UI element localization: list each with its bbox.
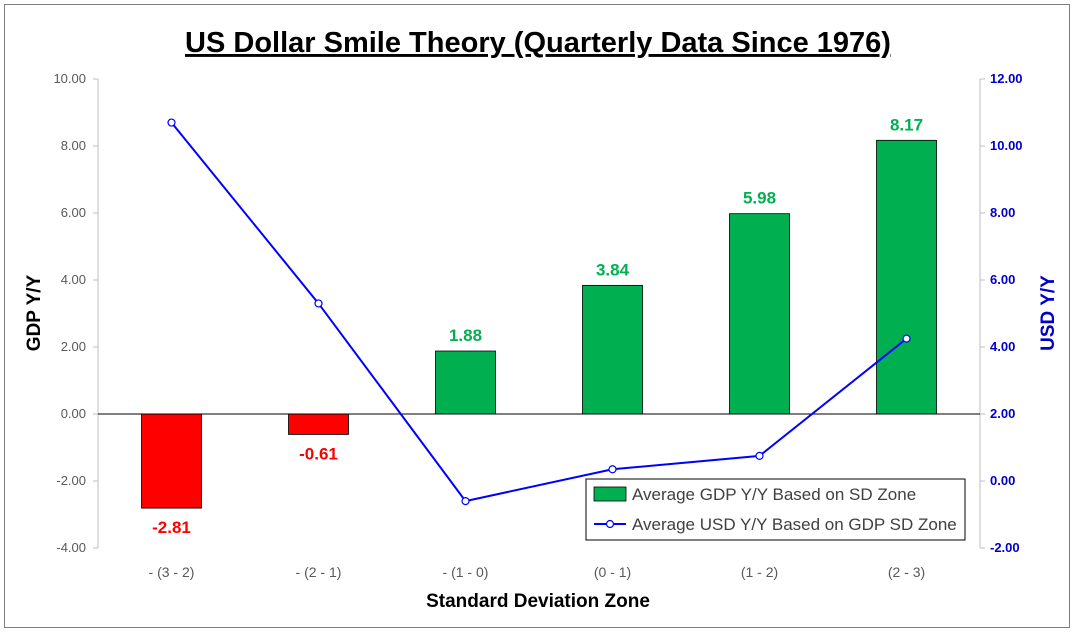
bar — [141, 413, 202, 509]
bar — [729, 213, 790, 415]
usd-line-point — [755, 451, 764, 460]
category-label: - (2 - 1) — [296, 564, 342, 580]
legend-box — [585, 478, 966, 541]
usd-line-point — [167, 118, 176, 127]
usd-line-point — [902, 334, 911, 343]
right-axis-title: USD Y/Y — [1038, 275, 1059, 351]
usd-line-point — [461, 497, 470, 506]
bar-data-labels: -2.81 -0.61 1.88 3.84 5.98 8.17 — [152, 115, 923, 537]
left-tick-label: -2.00 — [56, 473, 86, 488]
left-tick-label: 2.00 — [61, 339, 86, 354]
bar — [582, 284, 643, 415]
left-axis-title: GDP Y/Y — [24, 274, 45, 351]
category-label: (2 - 3) — [888, 564, 925, 580]
right-tick-label: 2.00 — [990, 406, 1015, 421]
right-tick-label: 6.00 — [990, 272, 1015, 287]
category-label: (0 - 1) — [594, 564, 631, 580]
legend-line-marker — [605, 519, 615, 529]
right-tick-label: 8.00 — [990, 205, 1015, 220]
usd-line-point — [314, 299, 323, 308]
left-tick-label: 10.00 — [53, 71, 86, 86]
left-tick-label: 8.00 — [61, 138, 86, 153]
left-tick-label: 4.00 — [61, 272, 86, 287]
right-tick-label: 12.00 — [990, 71, 1023, 86]
category-labels: - (3 - 2) - (2 - 1) - (1 - 0) (0 - 1) (1 - 2… — [149, 564, 926, 580]
bar — [288, 413, 349, 435]
legend-label-usd: Average USD Y/Y Based on GDP SD Zone — [632, 515, 957, 534]
bar — [876, 139, 937, 415]
right-axis-ticks: -2.00 0.00 2.00 4.00 6.00 8.00 10.00 12.00 — [980, 71, 1023, 555]
bar-value-label: -2.81 — [152, 518, 191, 537]
category-label: - (1 - 0) — [443, 564, 489, 580]
bar-value-label: 8.17 — [890, 115, 923, 134]
bar-series — [141, 139, 937, 509]
bar-value-label: 5.98 — [743, 189, 776, 208]
x-axis-title: Standard Deviation Zone — [426, 591, 650, 612]
bar-value-label: 3.84 — [596, 260, 630, 279]
left-tick-label: 0.00 — [61, 406, 86, 421]
right-tick-label: 0.00 — [990, 473, 1015, 488]
category-label: - (3 - 2) — [149, 564, 195, 580]
left-axis-ticks: -4.00 -2.00 0.00 2.00 4.00 6.00 8.00 10.00 — [53, 71, 98, 555]
left-tick-label: -4.00 — [56, 540, 86, 555]
category-label: (1 - 2) — [741, 564, 778, 580]
left-tick-label: 6.00 — [61, 205, 86, 220]
legend: Average GDP Y/Y Based on SD Zone Average… — [585, 478, 966, 541]
right-tick-label: 10.00 — [990, 138, 1023, 153]
bar-value-label: -0.61 — [299, 444, 338, 463]
right-tick-label: -2.00 — [990, 540, 1020, 555]
legend-label-gdp: Average GDP Y/Y Based on SD Zone — [632, 485, 916, 504]
usd-line — [170, 121, 908, 503]
line-series — [167, 118, 911, 506]
right-tick-label: 4.00 — [990, 339, 1015, 354]
usd-line-point — [608, 465, 617, 474]
legend-bar-swatch — [593, 486, 627, 502]
chart-title: US Dollar Smile Theory (Quarterly Data S… — [185, 27, 891, 59]
bar — [435, 350, 496, 415]
bar-value-label: 1.88 — [449, 326, 482, 345]
